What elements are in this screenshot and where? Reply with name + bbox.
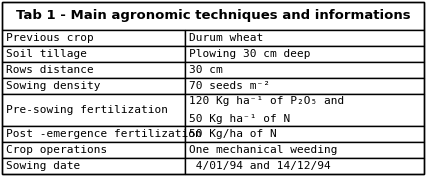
Text: Post -emergence fertilization: Post -emergence fertilization bbox=[6, 129, 202, 139]
Bar bbox=[2, 78, 185, 94]
Text: Durum wheat: Durum wheat bbox=[189, 33, 264, 43]
Bar bbox=[2, 94, 185, 126]
Text: Plowing 30 cm deep: Plowing 30 cm deep bbox=[189, 49, 311, 59]
Bar bbox=[185, 62, 424, 78]
Bar bbox=[185, 94, 424, 126]
Text: 4/01/94 and 14/12/94: 4/01/94 and 14/12/94 bbox=[189, 161, 331, 171]
Bar bbox=[185, 142, 424, 158]
Bar bbox=[2, 2, 424, 30]
Bar bbox=[185, 46, 424, 62]
Bar bbox=[185, 158, 424, 174]
Text: Tab 1 - Main agronomic techniques and informations: Tab 1 - Main agronomic techniques and in… bbox=[16, 10, 410, 22]
Text: Soil tillage: Soil tillage bbox=[6, 49, 87, 59]
Text: 70 seeds m⁻²: 70 seeds m⁻² bbox=[189, 81, 271, 91]
Bar bbox=[2, 142, 185, 158]
Text: 50 Kg ha⁻¹ of N: 50 Kg ha⁻¹ of N bbox=[189, 114, 291, 124]
Bar bbox=[185, 126, 424, 142]
Bar bbox=[185, 30, 424, 46]
Text: 30 cm: 30 cm bbox=[189, 65, 223, 75]
Text: Previous crop: Previous crop bbox=[6, 33, 94, 43]
Text: Crop operations: Crop operations bbox=[6, 145, 107, 155]
Text: One mechanical weeding: One mechanical weeding bbox=[189, 145, 338, 155]
Bar bbox=[2, 30, 185, 46]
Text: Sowing density: Sowing density bbox=[6, 81, 101, 91]
Bar bbox=[2, 62, 185, 78]
Bar bbox=[2, 126, 185, 142]
Bar bbox=[2, 158, 185, 174]
Text: 50 Kg/ha of N: 50 Kg/ha of N bbox=[189, 129, 277, 139]
Text: Pre-sowing fertilization: Pre-sowing fertilization bbox=[6, 105, 168, 115]
Bar bbox=[2, 46, 185, 62]
Text: Rows distance: Rows distance bbox=[6, 65, 94, 75]
Bar bbox=[185, 78, 424, 94]
Text: Sowing date: Sowing date bbox=[6, 161, 80, 171]
Text: 120 Kg ha⁻¹ of P₂O₅ and: 120 Kg ha⁻¹ of P₂O₅ and bbox=[189, 96, 345, 106]
